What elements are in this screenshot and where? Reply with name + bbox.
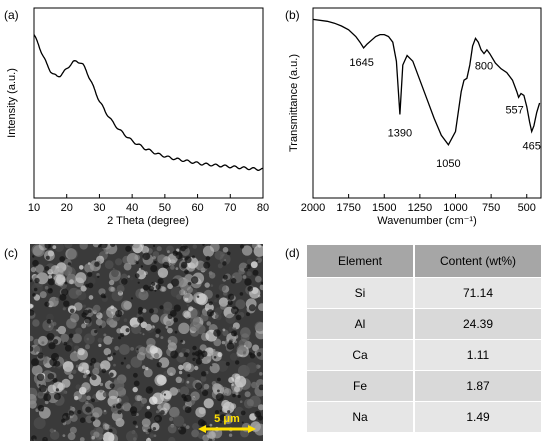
ftir-x-tick-label: 500	[518, 202, 536, 214]
sem-texture: 5 μm	[30, 244, 263, 441]
panel-label-c: (c)	[4, 246, 18, 260]
xrd-x-axis-label: 2 Theta (degree)	[107, 215, 189, 227]
sem-micrograph: 5 μm	[30, 244, 263, 441]
table-row: Na 1.49	[307, 401, 541, 432]
ftir-peak-label: 800	[475, 61, 493, 73]
header-element: Element	[307, 245, 415, 278]
xrd-x-tick-label: 20	[61, 202, 73, 214]
element-cell: Ca	[307, 339, 415, 371]
ftir-x-tick-label: 1250	[408, 202, 432, 214]
element-cell: Al	[307, 308, 415, 340]
ftir-plot-frame	[312, 7, 542, 199]
element-cell: Si	[307, 277, 415, 309]
ftir-x-axis-label: Wavenumber (cm⁻¹)	[377, 215, 477, 227]
ftir-x-tick-label: 1000	[443, 202, 467, 214]
content-cell: 71.14	[414, 277, 541, 309]
element-content-table: Element Content (wt%) Si 71.14 Al 24.39 …	[307, 245, 541, 432]
xrd-x-tick-label: 80	[257, 202, 269, 214]
table-row: Fe 1.87	[307, 370, 541, 402]
table-row: Al 24.39	[307, 308, 541, 340]
scale-bar-label: 5 μm	[214, 413, 240, 425]
table-row: Ca 1.11	[307, 339, 541, 371]
xrd-x-tick-label: 30	[93, 202, 105, 214]
header-content: Content (wt%)	[414, 245, 541, 278]
ftir-peak-label: 1050	[436, 158, 460, 170]
panel-label-a: (a)	[4, 8, 19, 22]
xrd-y-axis-label: Intensity (a.u.)	[6, 68, 18, 138]
ftir-y-axis-label: Transmittance (a.u.)	[288, 54, 300, 152]
ftir-peak-label: 465	[523, 141, 541, 153]
xrd-x-tick-label: 50	[159, 202, 171, 214]
ftir-peak-label: 1390	[388, 127, 412, 139]
table-row: Si 71.14	[307, 277, 541, 309]
ftir-peak-label: 1645	[349, 57, 373, 69]
panel-label-b: (b)	[285, 8, 300, 22]
xrd-x-tick-label: 10	[28, 202, 40, 214]
element-cell: Na	[307, 401, 415, 432]
ftir-x-tick-label: 2000	[301, 202, 325, 214]
xrd-pattern-line	[33, 34, 263, 171]
ftir-peak-label: 557	[505, 104, 523, 116]
scale-bar-arrow-left	[198, 425, 206, 433]
ftir-x-tick-label: 750	[482, 202, 500, 214]
element-cell: Fe	[307, 370, 415, 402]
content-cell: 1.87	[414, 370, 541, 402]
content-cell: 24.39	[414, 308, 541, 340]
table-header-row: Element Content (wt%)	[307, 245, 541, 278]
panel-label-d: (d)	[285, 246, 300, 260]
content-cell: 1.11	[414, 339, 541, 371]
content-cell: 1.49	[414, 401, 541, 432]
xrd-x-tick-label: 60	[191, 202, 203, 214]
ftir-x-tick-label: 1750	[336, 202, 360, 214]
ftir-spectrum-line	[312, 18, 541, 147]
xrd-x-tick-label: 70	[224, 202, 236, 214]
xrd-x-tick-label: 40	[126, 202, 138, 214]
xrd-plot-frame	[33, 7, 264, 199]
scale-bar-arrow-right	[248, 425, 256, 433]
ftir-x-tick-label: 1500	[372, 202, 396, 214]
